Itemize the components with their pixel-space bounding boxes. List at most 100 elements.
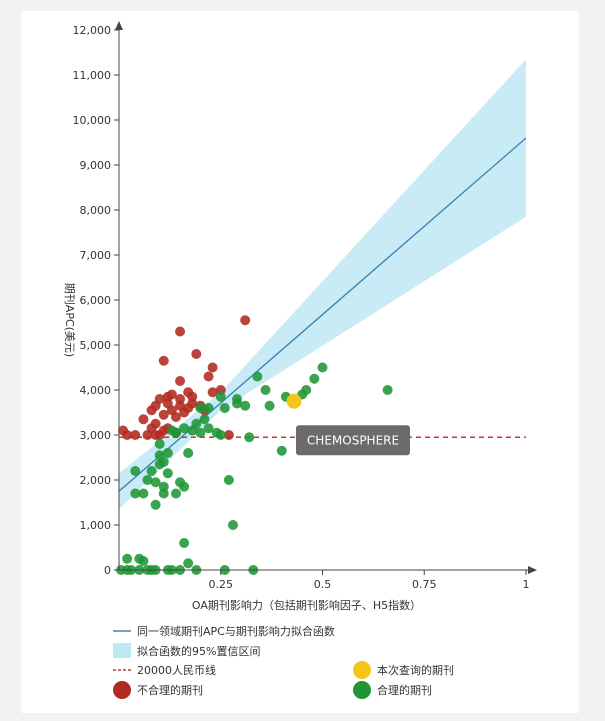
reasonable-journal-point[interactable] xyxy=(150,477,161,488)
legend-fit-line-label: 同一领域期刊APC与期刊影响力拟合函数 xyxy=(137,624,335,638)
legend-reasonable-symbol xyxy=(353,681,371,699)
x-tick-label: 0.25 xyxy=(209,578,234,591)
reasonable-journal-point[interactable] xyxy=(232,394,243,404)
reasonable-journal-point[interactable] xyxy=(215,430,226,440)
reasonable-journal-point[interactable] xyxy=(179,481,190,492)
y-tick-label: 11,000 xyxy=(73,69,112,82)
reasonable-journal-point[interactable] xyxy=(276,445,287,456)
reasonable-journal-point[interactable] xyxy=(130,466,141,476)
current-journal-point[interactable] xyxy=(286,393,302,409)
reasonable-journal-point[interactable] xyxy=(183,448,194,458)
reasonable-journal-point[interactable] xyxy=(195,403,206,413)
reasonable-journal-point[interactable] xyxy=(199,414,210,425)
y-ticks: 0 1,000 2,000 3,000 4,000 5,000 6,000 7,000 8,00… xyxy=(73,24,119,577)
y-axis-arrow xyxy=(115,21,123,30)
unreasonable-journal-point[interactable] xyxy=(154,394,165,404)
unreasonable-journal-point[interactable] xyxy=(207,387,218,398)
chart-card: 0 1,000 2,000 3,000 4,000 5,000 6,000 7,000 8,00… xyxy=(21,11,579,713)
reasonable-journal-point[interactable] xyxy=(244,432,255,443)
y-tick-label: 5,000 xyxy=(80,339,112,352)
reasonable-journal-point[interactable] xyxy=(309,373,320,384)
y-tick-label: 8,000 xyxy=(80,204,112,217)
legend-threshold-label: 20000人民币线 xyxy=(137,663,216,677)
y-tick-label: 10,000 xyxy=(73,114,112,127)
y-tick-label: 12,000 xyxy=(73,24,112,37)
x-tick-label: 0.75 xyxy=(412,578,437,591)
unreasonable-journal-point[interactable] xyxy=(175,394,186,404)
unreasonable-journal-point[interactable] xyxy=(122,430,133,440)
x-tick-label: 0.5 xyxy=(314,578,332,591)
reasonable-journal-point[interactable] xyxy=(240,400,251,411)
reasonable-journal-point[interactable] xyxy=(122,553,133,564)
legend: 同一领域期刊APC与期刊影响力拟合函数 拟合函数的95%置信区间 20000人民… xyxy=(113,624,454,699)
x-tick-label: 1 xyxy=(523,578,530,591)
reasonable-journal-point[interactable] xyxy=(195,427,206,438)
unreasonable-journal-point[interactable] xyxy=(150,418,161,429)
unreasonable-journal-point[interactable] xyxy=(158,355,169,366)
reasonable-journal-point[interactable] xyxy=(227,520,238,530)
x-axis-arrow xyxy=(528,566,537,574)
reasonable-journal-point[interactable] xyxy=(215,391,226,402)
unreasonable-journal-point[interactable] xyxy=(130,430,141,440)
unreasonable-journal-point[interactable] xyxy=(191,349,202,359)
y-axis-title: 期刊APC(美元) xyxy=(63,283,76,357)
unreasonable-journal-point[interactable] xyxy=(158,409,169,420)
y-tick-label: 2,000 xyxy=(80,474,112,487)
reasonable-journal-point[interactable] xyxy=(203,423,214,434)
unreasonable-journal-point[interactable] xyxy=(203,371,214,382)
y-tick-label: 3,000 xyxy=(80,429,112,442)
reasonable-journal-point[interactable] xyxy=(179,423,190,434)
reasonable-journal-point[interactable] xyxy=(301,385,312,395)
legend-unreasonable-symbol xyxy=(113,681,131,699)
axes-layer: 0 1,000 2,000 3,000 4,000 5,000 6,000 7,000 8,00… xyxy=(73,21,537,591)
x-ticks: 00.250.50.751 xyxy=(209,570,530,591)
reasonable-journal-point[interactable] xyxy=(264,400,275,411)
reasonable-journal-point[interactable] xyxy=(154,439,165,449)
unreasonable-journal-point[interactable] xyxy=(175,326,186,337)
reasonable-journal-point[interactable] xyxy=(162,468,173,479)
reasonable-journal-point[interactable] xyxy=(260,385,271,395)
callout: CHEMOSPHERE xyxy=(296,425,411,456)
y-tick-label: 9,000 xyxy=(80,159,112,172)
unreasonable-journal-point[interactable] xyxy=(223,430,234,440)
callout-label: CHEMOSPHERE xyxy=(307,433,399,447)
legend-current-label: 本次查询的期刊 xyxy=(377,663,454,677)
reasonable-journal-point[interactable] xyxy=(219,403,230,413)
legend-current-symbol xyxy=(353,661,371,679)
reasonable-journal-point[interactable] xyxy=(179,538,190,548)
reasonable-journal-point[interactable] xyxy=(138,556,149,566)
callout-background xyxy=(296,425,411,456)
y-tick-label: 6,000 xyxy=(80,294,112,307)
y-tick-label: 4,000 xyxy=(80,384,112,397)
reasonable-journal-point[interactable] xyxy=(138,488,149,499)
reasonable-journal-point[interactable] xyxy=(170,427,181,438)
unreasonable-journal-point[interactable] xyxy=(187,391,198,402)
reasonable-journal-point[interactable] xyxy=(317,362,328,373)
reasonable-journal-point[interactable] xyxy=(162,448,173,458)
legend-band-label: 拟合函数的95%置信区间 xyxy=(137,644,260,658)
unreasonable-journal-point[interactable] xyxy=(207,362,218,373)
unreasonable-journal-point[interactable] xyxy=(170,412,181,422)
reasonable-journal-point[interactable] xyxy=(142,475,153,485)
reasonable-journal-point[interactable] xyxy=(203,403,214,413)
y-tick-label: 1,000 xyxy=(80,519,112,532)
reasonable-journal-point[interactable] xyxy=(252,371,263,382)
unreasonable-journal-point[interactable] xyxy=(240,315,251,326)
reasonable-journal-point[interactable] xyxy=(382,385,393,395)
reasonable-journal-point[interactable] xyxy=(130,488,141,499)
y-tick-label: 0 xyxy=(104,564,111,577)
reasonable-journal-point[interactable] xyxy=(183,558,194,569)
unreasonable-journal-point[interactable] xyxy=(138,414,149,425)
reasonable-journal-point[interactable] xyxy=(223,475,234,485)
reasonable-journal-point[interactable] xyxy=(150,499,161,510)
reasonable-journal-point[interactable] xyxy=(191,418,202,429)
unreasonable-journal-point[interactable] xyxy=(150,430,161,440)
reasonable-journal-point[interactable] xyxy=(170,488,181,499)
x-axis-title: OA期刊影响力（包括期刊影响因子、H5指数） xyxy=(192,598,421,612)
unreasonable-journal-point[interactable] xyxy=(166,389,177,400)
legend-unreasonable-label: 不合理的期刊 xyxy=(137,683,203,697)
reasonable-journal-point[interactable] xyxy=(146,466,157,476)
reasonable-journal-point[interactable] xyxy=(158,481,169,492)
reasonable-journal-point[interactable] xyxy=(158,457,169,467)
unreasonable-journal-point[interactable] xyxy=(175,376,186,386)
